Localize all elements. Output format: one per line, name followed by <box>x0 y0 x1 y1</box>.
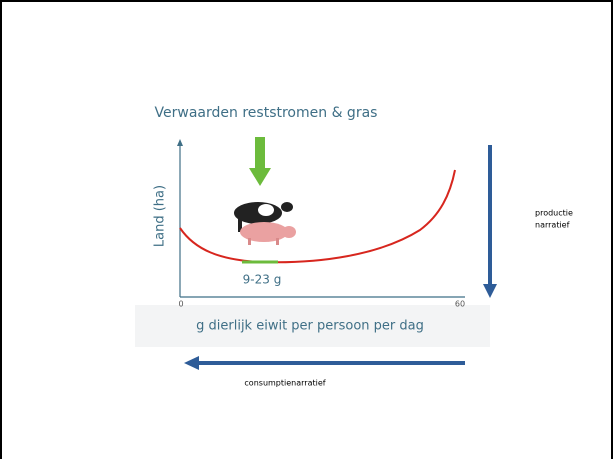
slide-frame <box>1 1 612 459</box>
range-label: 9-23 g <box>243 273 282 287</box>
x-tick-label: 0 <box>178 300 183 309</box>
green-arrow <box>255 137 265 169</box>
title: Verwaarden reststromen & gras <box>155 105 378 121</box>
y-axis-label: Land (ha) <box>153 185 168 247</box>
x-axis-label: g dierlijk eiwit per persoon per dag <box>196 319 424 334</box>
productie-arrow <box>488 145 492 285</box>
productie-label: narratief <box>535 221 570 230</box>
productie-label: productie <box>535 209 573 218</box>
consumptie-label: consumptienarratief <box>244 379 325 388</box>
x-tick-label: 60 <box>455 300 465 309</box>
consumptie-arrow <box>198 361 465 365</box>
slide: Verwaarden reststromen & gras Land (ha) … <box>0 0 614 459</box>
